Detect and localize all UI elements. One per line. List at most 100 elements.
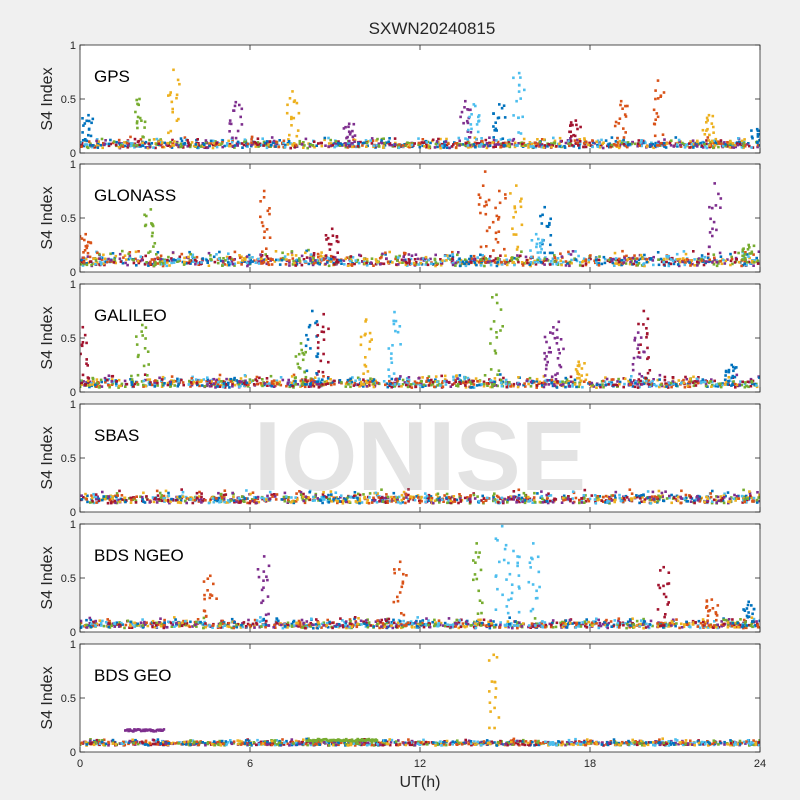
- data-point: [312, 252, 316, 255]
- data-point: [714, 384, 718, 388]
- data-point: [637, 262, 641, 265]
- data-point: [85, 362, 88, 365]
- data-point: [636, 355, 640, 359]
- data-point: [427, 375, 431, 378]
- data-point: [329, 260, 333, 263]
- data-point: [643, 264, 646, 268]
- data-point: [171, 251, 175, 254]
- data-point: [444, 140, 447, 143]
- data-point: [482, 497, 486, 500]
- data-point: [495, 143, 499, 146]
- data-point: [217, 142, 221, 146]
- data-point: [134, 257, 137, 261]
- data-point: [744, 251, 747, 254]
- data-point: [469, 254, 473, 258]
- data-point: [408, 143, 411, 147]
- data-point: [491, 296, 494, 299]
- data-point: [483, 264, 486, 268]
- data-point: [607, 143, 610, 147]
- data-point: [394, 257, 397, 261]
- data-point: [180, 139, 184, 143]
- data-point: [463, 258, 467, 261]
- data-point: [308, 323, 312, 327]
- data-point: [636, 386, 640, 389]
- data-point: [470, 379, 474, 383]
- data-point: [651, 259, 655, 262]
- data-point: [638, 144, 641, 147]
- data-point: [564, 385, 567, 389]
- data-point: [393, 143, 397, 146]
- data-point: [154, 146, 157, 150]
- data-point: [470, 127, 473, 131]
- data-point: [249, 259, 252, 262]
- data-point: [80, 141, 84, 145]
- data-point: [305, 380, 309, 384]
- data-point: [489, 368, 493, 371]
- data-point: [134, 250, 138, 254]
- data-point: [324, 234, 328, 237]
- data-point: [257, 262, 261, 265]
- data-point: [222, 385, 225, 389]
- data-point: [668, 383, 672, 386]
- data-point: [714, 141, 717, 145]
- data-point: [417, 377, 420, 380]
- data-point: [646, 317, 650, 321]
- data-point: [347, 141, 351, 144]
- data-point: [338, 379, 342, 382]
- data-point: [697, 261, 701, 264]
- data-point: [236, 144, 239, 147]
- data-point: [493, 380, 496, 384]
- data-point: [737, 494, 740, 498]
- data-point: [396, 501, 400, 504]
- data-point: [171, 110, 174, 114]
- data-point: [753, 382, 756, 386]
- data-point: [561, 383, 565, 386]
- data-point: [293, 146, 297, 149]
- data-point: [201, 499, 204, 503]
- data-point: [715, 140, 719, 143]
- data-point: [608, 500, 611, 503]
- data-point: [224, 259, 227, 262]
- data-point: [727, 370, 731, 374]
- data-point: [166, 141, 169, 145]
- data-point: [560, 501, 564, 504]
- data-point: [732, 497, 736, 501]
- data-point: [455, 384, 458, 387]
- data-point: [307, 248, 310, 252]
- data-point: [713, 379, 716, 383]
- data-point: [706, 136, 710, 139]
- data-point: [80, 381, 84, 385]
- data-point: [410, 383, 413, 386]
- data-point: [205, 258, 208, 262]
- data-point: [484, 257, 487, 260]
- data-point: [653, 495, 657, 498]
- data-point: [89, 241, 92, 244]
- data-point: [394, 319, 398, 323]
- data-point: [516, 385, 520, 389]
- data-point: [689, 500, 693, 503]
- data-point: [740, 139, 744, 143]
- data-point: [291, 384, 294, 388]
- data-point: [380, 139, 383, 142]
- data-point: [80, 344, 84, 348]
- data-point: [521, 500, 524, 504]
- data-point: [731, 383, 734, 386]
- data-point: [290, 375, 294, 378]
- data-point: [534, 263, 538, 266]
- data-point: [291, 257, 295, 260]
- data-point: [232, 378, 235, 381]
- data-point: [374, 379, 377, 383]
- data-point: [610, 143, 613, 147]
- data-point: [538, 380, 541, 384]
- data-point: [182, 142, 185, 146]
- data-point: [410, 254, 414, 257]
- data-point: [400, 143, 403, 147]
- data-point: [171, 138, 174, 142]
- data-point: [169, 385, 172, 388]
- data-point: [356, 376, 360, 380]
- data-point: [618, 380, 622, 384]
- data-point: [757, 376, 760, 379]
- data-point: [656, 251, 660, 254]
- data-point: [545, 355, 548, 358]
- data-point: [712, 125, 715, 129]
